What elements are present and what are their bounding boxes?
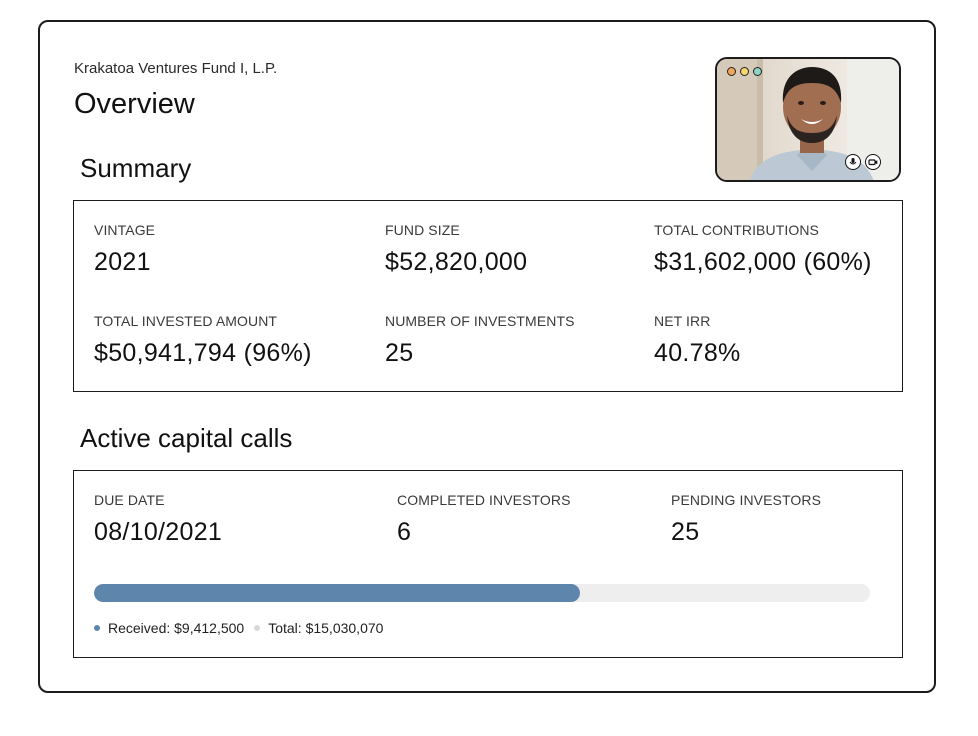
metric-label: FUND SIZE [385,222,460,238]
metric-value: $31,602,000 (60%) [654,248,872,276]
summary-panel [73,200,903,392]
metric-label: VINTAGE [94,222,156,238]
legend-received-label: Received: $9,412,500 [108,620,245,636]
metric-value: 2021 [94,248,151,276]
window-dot-icon[interactable] [727,67,736,76]
summary-heading: Summary [80,153,192,183]
metric-label: NET IRR [654,313,711,329]
metric-due-date: DUE DATE 08/10/2021 [94,492,222,547]
metric-total-invested: TOTAL INVESTED AMOUNT $50,941,794 (96%) [94,313,312,368]
active-capital-calls-heading: Active capital calls [80,423,293,453]
window-dot-icon[interactable] [740,67,749,76]
metric-label: TOTAL INVESTED AMOUNT [94,313,278,329]
metric-label: NUMBER OF INVESTMENTS [385,313,575,329]
metric-value: $50,941,794 (96%) [94,339,312,367]
metric-number-of-investments: NUMBER OF INVESTMENTS 25 [385,313,575,368]
total-dot-icon [254,625,261,631]
capital-call-progress-bar [94,584,870,602]
metric-fund-size: FUND SIZE $52,820,000 [385,222,527,277]
metric-vintage: VINTAGE 2021 [94,222,155,277]
metric-value: 08/10/2021 [94,518,223,546]
video-controls [845,154,881,170]
window-controls [727,67,762,76]
metric-label: DUE DATE [94,492,165,508]
camera-icon[interactable] [865,154,881,170]
metric-net-irr: NET IRR 40.78% [654,313,741,368]
fund-name: Krakatoa Ventures Fund I, L.P. [74,60,278,77]
legend-total: Total: $15,030,070 [254,620,383,636]
microphone-icon[interactable] [845,154,861,170]
metric-label: PENDING INVESTORS [671,492,822,508]
metric-label: COMPLETED INVESTORS [397,492,571,508]
metric-completed-investors: COMPLETED INVESTORS 6 [397,492,571,547]
legend-total-label: Total: $15,030,070 [268,620,384,636]
video-call-window[interactable] [715,57,901,182]
metric-total-contributions: TOTAL CONTRIBUTIONS $31,602,000 (60%) [654,222,872,277]
metric-value: $52,820,000 [385,248,528,276]
page-title: Overview [74,88,195,120]
metric-pending-investors: PENDING INVESTORS 25 [671,492,821,547]
legend-received: Received: $9,412,500 [94,620,244,636]
metric-label: TOTAL CONTRIBUTIONS [654,222,819,238]
metric-value: 6 [397,518,412,546]
window-dot-icon[interactable] [753,67,762,76]
metric-value: 40.78% [654,339,741,367]
capital-call-panel [73,470,903,658]
progress-fill-received [94,584,580,602]
received-dot-icon [94,625,100,631]
progress-legend: Received: $9,412,500 Total: $15,030,070 [94,620,393,636]
metric-value: 25 [385,339,414,367]
metric-value: 25 [671,518,700,546]
